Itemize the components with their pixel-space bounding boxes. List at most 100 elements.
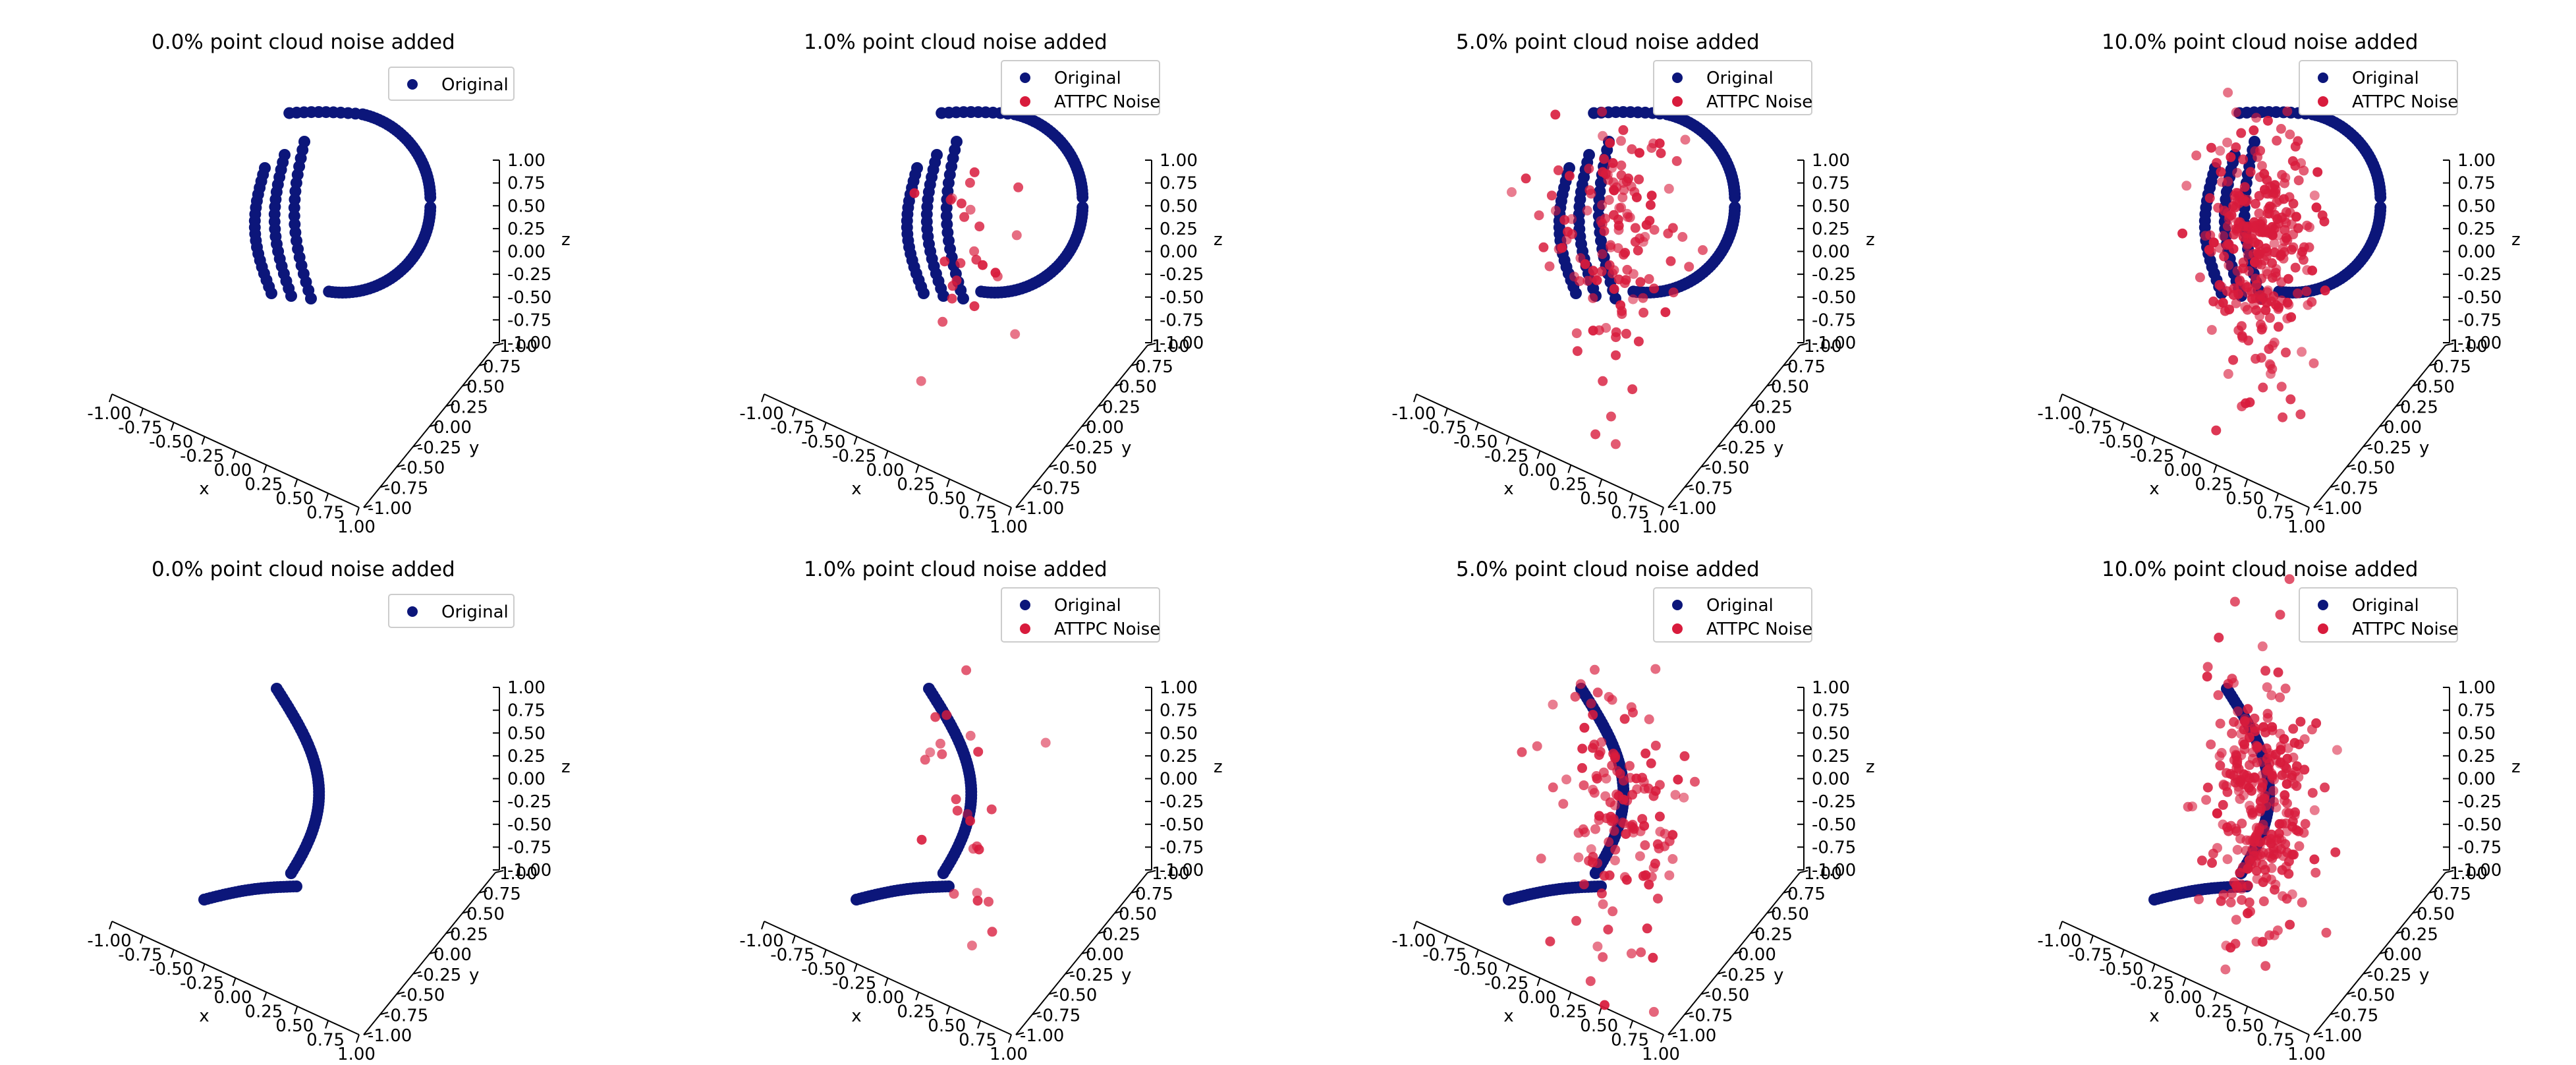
noise-point [1631,192,1642,202]
x-tick [2059,921,2063,930]
y-tick-label: -0.75 [1036,478,1080,498]
noise-point [2282,106,2293,117]
noise-point [2250,273,2260,284]
y-tick-label: -0.75 [384,1006,428,1025]
noise-point [965,177,975,188]
y-tick-label: 1.00 [1152,864,1190,884]
y-tick-label: 0.50 [2417,905,2455,925]
noise-point [2218,799,2228,810]
y-tick [1147,870,1156,873]
noise-point [1575,253,1586,264]
y-tick [363,505,372,508]
x-tick [2151,964,2156,972]
noise-point [986,804,997,815]
x-tick-label: -0.25 [832,447,876,467]
x-tick [109,921,113,930]
y-tick-label: 1.00 [499,864,538,884]
noise-point [1010,329,1021,339]
y-tick-label: 0.25 [450,397,488,417]
noise-point [2222,854,2233,865]
y-tick [2330,484,2339,488]
x-tick [1536,450,1541,459]
y-tick [363,1032,372,1035]
noise-point [2226,897,2236,907]
noise-point [2305,222,2314,233]
x-tick [1505,964,1510,972]
x-tick-label: 0.75 [306,504,345,523]
z-tick-label: 0.25 [1812,219,1850,239]
z-axis-label: z [1214,757,1223,777]
y-tick [1081,951,1090,954]
x-tick [1567,465,1572,473]
y-tick [2379,951,2388,954]
noise-point [2275,610,2285,620]
legend-label: Original [441,75,509,95]
x-tick [761,921,765,930]
noise-point [1013,182,1024,192]
y-tick-label: 0.50 [1771,905,1809,925]
noise-point [2214,279,2225,290]
x-tick [109,393,113,403]
legend-marker [1020,623,1030,634]
z-tick-label: 0.25 [507,747,546,766]
noise-point [1667,853,1678,864]
noise-point [1671,156,1682,166]
noise-point [1588,710,1598,720]
chart-title: 0.0% point cloud noise added [152,558,455,581]
z-tick-label: 0.25 [2457,219,2496,239]
noise-point [2231,915,2241,925]
noise-point [959,212,970,222]
noise-point [1630,223,1640,233]
y-tick [1015,1032,1024,1035]
z-tick-label: -0.75 [507,310,551,330]
noise-point [1569,272,1579,282]
noise-point [916,376,926,386]
noise-point [2259,226,2270,237]
noise-point [1616,170,1627,181]
x-axis-label: x [199,1006,209,1026]
noise-points [1517,664,1700,1017]
noise-point [2263,204,2274,214]
y-tick [1766,910,1776,914]
noise-point [1635,826,1646,836]
noise-point [2214,633,2224,643]
legend-label: ATTPC Noise [2352,619,2458,639]
original-point [937,867,949,879]
z-tick-label: -0.75 [1160,310,1204,330]
z-tick-label: 0.25 [1160,747,1198,766]
z-tick-label: 0.00 [1160,770,1198,790]
z-tick-label: 1.00 [507,678,546,698]
noise-point [2268,786,2279,796]
x-tick [2306,507,2310,516]
y-tick-label: 0.25 [450,925,488,944]
x-tick-label: -0.50 [1453,432,1498,452]
original-points [198,683,325,906]
x-tick [1474,422,1479,431]
z-tick-label: -1.00 [507,861,551,880]
x-tick [139,408,144,417]
noise-point [1606,411,1616,422]
y-tick-label: 0.25 [1102,397,1140,417]
noise-point [2282,826,2292,836]
original-point [975,285,988,298]
noise-point [1536,853,1546,864]
y-tick-label: -1.00 [1020,499,1064,519]
noise-point [2212,158,2222,168]
noise-point [1607,761,1617,770]
noise-point [1628,827,1638,838]
noise-point [2258,819,2268,830]
noise-point [2270,884,2280,895]
noise-point [1586,844,1596,854]
x-tick-label: 0.00 [866,988,905,1008]
z-tick-label: 0.50 [2457,724,2496,743]
y-tick-label: 0.75 [2433,357,2471,377]
noise-point [1597,200,1608,210]
y-axis-label: y [469,438,479,458]
noise-point [2283,273,2293,284]
noise-point [1617,192,1628,203]
x-tick-label: 0.75 [959,1031,997,1051]
noise-point [1608,158,1618,168]
z-tick-label: 1.00 [2457,678,2496,698]
x-tick [2120,949,2125,958]
noise-point [2241,846,2251,856]
